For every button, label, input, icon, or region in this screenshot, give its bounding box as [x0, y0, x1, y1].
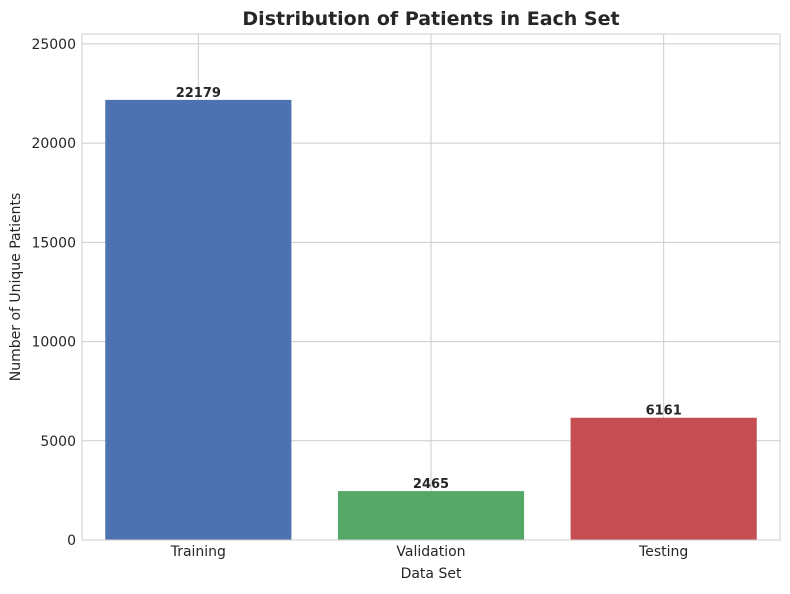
bar-layer [105, 99, 757, 541]
plot-frame [81, 33, 781, 541]
data-label: 6161 [646, 404, 682, 419]
y-tick-label: 5000 [40, 434, 76, 450]
data-label-layer: 22179 2465 6161 [176, 86, 682, 492]
bar-testing [570, 417, 757, 540]
data-label: 22179 [176, 86, 221, 101]
chart-title: Distribution of Patients in Each Set [242, 8, 619, 30]
data-label: 2465 [413, 477, 449, 492]
bar-training [105, 99, 292, 541]
y-tick-label: 15000 [31, 235, 76, 251]
y-tick-label: 25000 [31, 37, 76, 53]
x-tick-label: Testing [638, 544, 688, 560]
x-tick-label: Training [170, 544, 226, 560]
y-tick-label: 0 [67, 533, 76, 549]
y-tick-label: 20000 [31, 136, 76, 152]
y-tick-label: 10000 [31, 335, 76, 351]
bar-validation [337, 491, 525, 540]
x-axis-label: Data Set [401, 566, 462, 582]
tick-layer: 0 5000 10000 15000 20000 25000 Training Validat… [31, 37, 688, 560]
x-tick-label: Validation [396, 544, 465, 560]
y-axis-label: Number of Unique Patients [8, 193, 24, 382]
